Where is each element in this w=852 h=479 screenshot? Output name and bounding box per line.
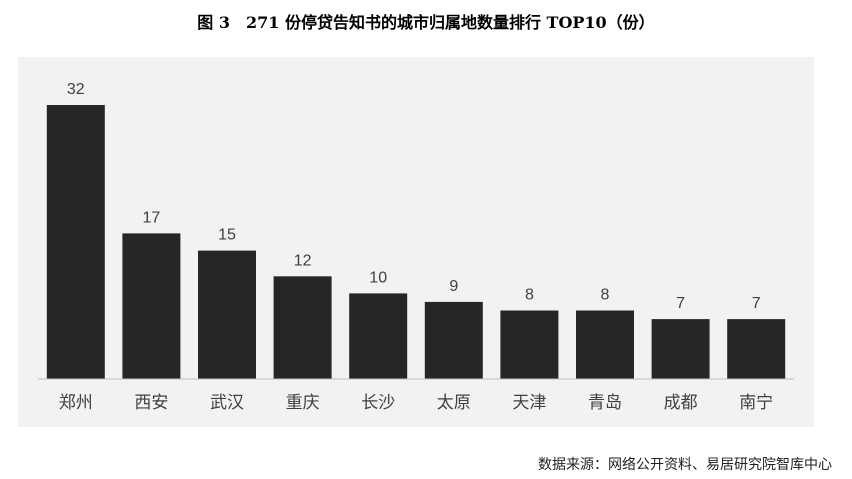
bar-group: [46, 105, 786, 380]
bar: [349, 293, 408, 379]
bar: [273, 276, 332, 380]
category-label: 重庆: [286, 393, 320, 413]
category-label: 成都: [664, 393, 698, 413]
value-label: 9: [449, 278, 458, 295]
bar: [46, 105, 105, 379]
bar: [424, 301, 483, 379]
category-label: 青岛: [588, 393, 622, 413]
category-label: 武汉: [210, 393, 244, 413]
bar: [122, 233, 181, 379]
category-label: 南宁: [739, 393, 773, 413]
value-label: 17: [143, 209, 161, 226]
source-note: 数据来源：网络公开资料、易居研究院智库中心: [538, 457, 832, 473]
value-label: 8: [525, 287, 534, 304]
chart-title: 图 3 271 份停贷告知书的城市归属地数量排行 TOP10（份）: [197, 13, 655, 32]
category-label: 长沙: [361, 393, 395, 413]
value-label: 7: [676, 295, 685, 312]
value-label: 32: [67, 81, 85, 98]
bar: [576, 310, 634, 379]
category-label: 西安: [134, 393, 168, 413]
value-label: 7: [752, 295, 761, 312]
value-label: 12: [294, 252, 312, 269]
category-label-group: 郑州 西安 武汉 重庆 长沙 太原 天津 青岛 成都 南宁: [59, 393, 773, 413]
value-label: 10: [369, 269, 387, 286]
category-label: 太原: [437, 393, 471, 413]
bar: [651, 319, 710, 379]
bar: [198, 250, 256, 379]
bar-chart: 32 17 15 12 10 9 8 8 7 7 郑州 西安 武汉 重庆 长沙 太原 天津 青岛 成都 南宁: [38, 81, 794, 413]
category-label: 郑州: [59, 393, 93, 413]
value-label: 8: [601, 287, 610, 304]
bar: [500, 310, 559, 379]
bar: [727, 319, 786, 379]
category-label: 天津: [512, 393, 546, 413]
value-label: 15: [218, 227, 236, 244]
value-label-group: 32 17 15 12 10 9 8 8 7 7: [67, 81, 761, 312]
